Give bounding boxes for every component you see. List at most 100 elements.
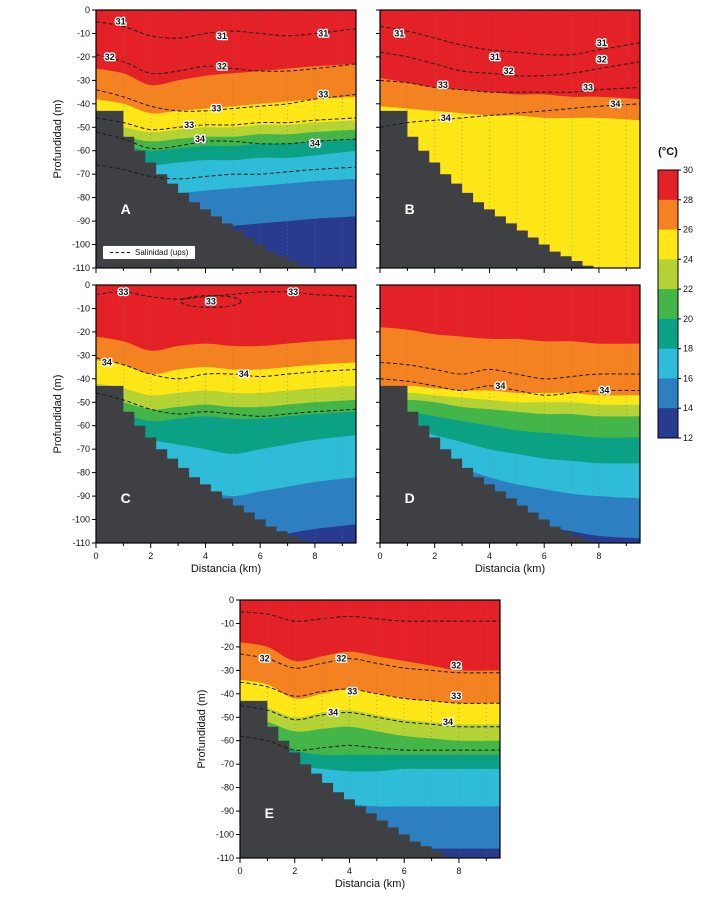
svg-text:-90: -90 xyxy=(221,806,234,816)
svg-text:-70: -70 xyxy=(221,759,234,769)
svg-text:4: 4 xyxy=(347,866,352,876)
svg-text:33: 33 xyxy=(288,287,298,297)
panel-E-ticks xyxy=(236,599,487,863)
x-axis-label-panel-e: Distancia (km) xyxy=(334,878,406,890)
svg-text:34: 34 xyxy=(310,139,320,149)
panel-letter-E: E xyxy=(265,805,274,821)
colorbar-tick-label: 28 xyxy=(683,195,693,205)
colorbar-tick-label: 14 xyxy=(683,403,693,413)
panel-letter-B: B xyxy=(405,201,415,217)
svg-text:-80: -80 xyxy=(77,193,90,203)
svg-text:-60: -60 xyxy=(77,146,90,156)
svg-text:4: 4 xyxy=(203,551,208,561)
x-axis-label-panel-c: Distancia (km) xyxy=(190,563,262,575)
svg-text:33: 33 xyxy=(206,296,216,306)
svg-text:-50: -50 xyxy=(221,712,234,722)
bathymetry xyxy=(96,385,310,543)
panel-E-border xyxy=(239,599,501,859)
legend-label: Salinidad (ups) xyxy=(135,248,189,257)
svg-text:32: 32 xyxy=(217,61,227,71)
svg-text:-10: -10 xyxy=(77,304,90,314)
svg-text:34: 34 xyxy=(443,717,453,727)
svg-text:32: 32 xyxy=(260,654,270,664)
svg-text:-50: -50 xyxy=(77,397,90,407)
panel-B-border xyxy=(379,9,641,269)
colorbar-tick-label: 12 xyxy=(683,433,693,443)
y-axis-label-panel-a: Profundidad (m) xyxy=(52,99,64,179)
svg-text:33: 33 xyxy=(118,287,128,297)
svg-text:-90: -90 xyxy=(77,491,90,501)
svg-text:-30: -30 xyxy=(77,350,90,360)
dashed-line-sample-icon xyxy=(110,252,130,253)
svg-text:-60: -60 xyxy=(221,736,234,746)
svg-text:-40: -40 xyxy=(221,689,234,699)
svg-text:32: 32 xyxy=(504,66,514,76)
panel-C-contour-labels: 33 33 33 34 34 xyxy=(101,286,300,381)
svg-text:32: 32 xyxy=(336,654,346,664)
colorbar-tick-label: 16 xyxy=(683,373,693,383)
panel-A-ticks xyxy=(92,9,343,273)
svg-text:-40: -40 xyxy=(77,374,90,384)
svg-text:33: 33 xyxy=(184,120,194,130)
svg-text:31: 31 xyxy=(318,29,328,39)
x-axis-label-panel-d: Distancia (km) xyxy=(474,563,546,575)
svg-text:-10: -10 xyxy=(221,619,234,629)
panel-D-border xyxy=(379,284,641,544)
svg-text:0: 0 xyxy=(85,280,90,290)
colorbar-title: (°C) xyxy=(658,146,678,158)
svg-text:33: 33 xyxy=(438,80,448,90)
svg-text:-100: -100 xyxy=(216,830,234,840)
panel-letter-C: C xyxy=(121,490,131,506)
svg-text:-90: -90 xyxy=(77,216,90,226)
colorbar-tick-label: 20 xyxy=(683,314,693,324)
svg-text:31: 31 xyxy=(490,52,500,62)
salinity-legend: Salinidad (ups) xyxy=(102,245,197,260)
panel-A-tick-labels: 0 -10 -20 -30 -40 -50 -60 -70 -80 -90 -100 -110 xyxy=(72,5,90,273)
panel-A-field xyxy=(96,10,356,268)
panel-C-field xyxy=(96,285,356,543)
svg-text:-40: -40 xyxy=(77,99,90,109)
svg-text:34: 34 xyxy=(195,134,205,144)
panel-B-field xyxy=(380,10,640,268)
svg-text:-80: -80 xyxy=(221,783,234,793)
svg-text:2: 2 xyxy=(148,551,153,561)
svg-text:34: 34 xyxy=(102,357,112,367)
svg-text:8: 8 xyxy=(596,551,601,561)
y-axis-label-panel-e: Profundidad (m) xyxy=(196,689,208,769)
colorbar-tick-label: 18 xyxy=(683,344,693,354)
svg-text:6: 6 xyxy=(258,551,263,561)
svg-text:-100: -100 xyxy=(72,515,90,525)
svg-text:-110: -110 xyxy=(73,538,90,548)
panel-C-border xyxy=(95,284,357,544)
svg-text:-60: -60 xyxy=(77,421,90,431)
panel-E-contour-labels: 32 32 32 33 33 34 34 xyxy=(258,652,462,728)
svg-text:34: 34 xyxy=(599,386,609,396)
svg-text:0: 0 xyxy=(237,866,242,876)
panel-C-ticks xyxy=(92,284,343,548)
colorbar: 30 28 26 24 22 20 18 16 14 12 xyxy=(657,165,693,443)
colorbar-tick-label: 24 xyxy=(683,254,693,264)
svg-text:32: 32 xyxy=(597,54,607,64)
svg-text:32: 32 xyxy=(451,661,461,671)
svg-text:33: 33 xyxy=(318,89,328,99)
svg-text:-20: -20 xyxy=(77,327,90,337)
svg-text:-70: -70 xyxy=(77,444,90,454)
svg-text:-50: -50 xyxy=(77,122,90,132)
colorbar-tick-label: 30 xyxy=(683,165,693,175)
panel-D-ticks xyxy=(376,284,627,548)
svg-text:8: 8 xyxy=(312,551,317,561)
svg-text:-110: -110 xyxy=(217,853,234,863)
panel-D-tick-labels: 0 2 4 6 8 xyxy=(377,551,601,561)
svg-text:-20: -20 xyxy=(221,642,234,652)
svg-text:4: 4 xyxy=(487,551,492,561)
panel-letter-D: D xyxy=(405,490,415,506)
svg-text:33: 33 xyxy=(347,687,357,697)
svg-text:0: 0 xyxy=(93,551,98,561)
svg-text:31: 31 xyxy=(116,17,126,27)
svg-text:33: 33 xyxy=(211,104,221,114)
svg-text:-30: -30 xyxy=(221,665,234,675)
svg-text:2: 2 xyxy=(432,551,437,561)
